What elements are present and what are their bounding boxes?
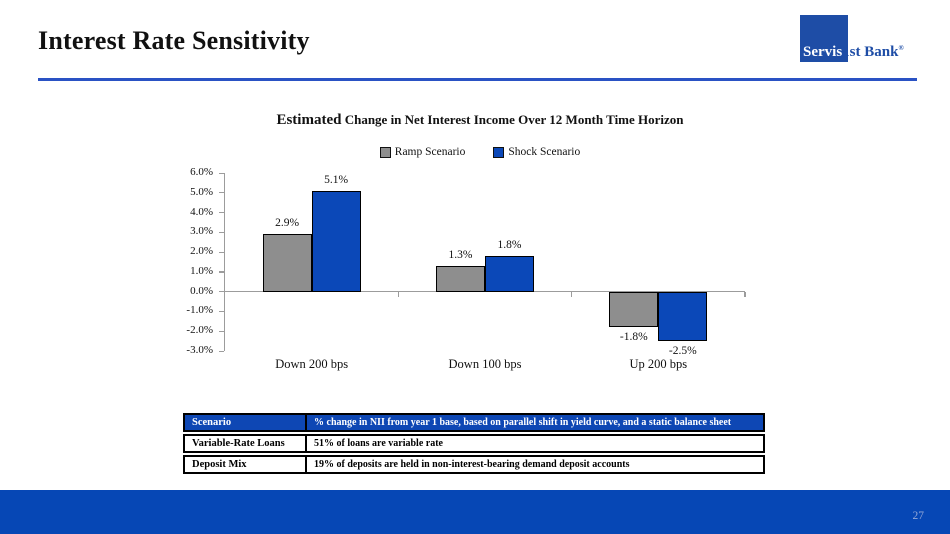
registered-mark-icon: ® — [898, 44, 904, 52]
chart-title-rest: Change in Net Interest Income Over 12 Mo… — [341, 112, 684, 127]
bar-value-label: -1.8% — [619, 331, 648, 344]
x-axis-line — [225, 290, 745, 293]
y-axis-tick — [218, 330, 224, 332]
logo-text: Servis1st Bank® — [803, 44, 904, 61]
table-row: Scenario % change in NII from year 1 base… — [183, 413, 765, 432]
bar-ramp-scenario — [436, 265, 485, 292]
y-axis-tick — [218, 271, 224, 273]
bar-value-label: -2.5% — [668, 345, 697, 358]
y-axis-tick — [218, 251, 224, 253]
servisfirst-bank-logo: Servis1st Bank® — [800, 15, 930, 63]
y-axis-tick-label: 2.0% — [190, 245, 213, 258]
y-axis-tick-label: -2.0% — [186, 324, 213, 337]
x-axis-tick — [744, 291, 746, 297]
table-cell-label: Variable-Rate Loans — [185, 436, 307, 451]
page-title: Interest Rate Sensitivity — [38, 26, 310, 55]
table-row: Deposit Mix 19% of deposits are held in n… — [183, 455, 765, 474]
y-axis-tick — [218, 172, 224, 174]
table-cell-label: Scenario — [185, 415, 307, 430]
page-number: 27 — [912, 510, 925, 522]
y-axis-tick — [218, 291, 224, 293]
bar-shock-scenario — [658, 291, 708, 342]
legend-label: Shock Scenario — [508, 146, 581, 158]
footer-bar: 27 — [0, 490, 950, 534]
table-row: Variable-Rate Loans 51% of loans are vari… — [183, 434, 765, 453]
y-axis-line — [223, 173, 225, 351]
category-label: Up 200 bps — [629, 357, 688, 371]
logo-text-1st-bank: 1st Bank — [842, 44, 899, 60]
bar-ramp-scenario — [609, 291, 659, 328]
y-axis-tick-label: 3.0% — [190, 225, 213, 238]
y-axis-tick-label: 6.0% — [190, 166, 213, 178]
y-axis-tick — [218, 310, 224, 313]
y-axis-tick — [218, 192, 224, 194]
bar-value-label: 2.9% — [275, 217, 300, 230]
legend-swatch-icon — [493, 146, 505, 158]
y-axis-tick-label: 5.0% — [190, 185, 213, 198]
category-label: Down 200 bps — [275, 357, 349, 371]
scenario-table: Scenario % change in NII from year 1 base… — [183, 413, 765, 476]
header-rule — [38, 78, 917, 81]
y-axis-tick-label: 4.0% — [190, 205, 213, 218]
bar-shock-scenario — [311, 190, 361, 292]
x-axis-tick — [570, 291, 573, 297]
y-axis-tick-label: -3.0% — [186, 344, 213, 356]
legend-label: Ramp Scenario — [394, 146, 466, 158]
chart-legend: Ramp Scenario Shock Scenario — [185, 146, 775, 158]
table-cell-value: % change in NII from year 1 base, based … — [314, 416, 732, 428]
bar-value-label: 5.1% — [324, 173, 349, 186]
bar-value-label: 1.3% — [448, 248, 473, 261]
bar-value-label: 1.8% — [497, 239, 522, 252]
table-cell-label: Deposit Mix — [185, 457, 307, 472]
category-label: Down 100 bps — [448, 357, 522, 371]
y-axis-tick-label: 0.0% — [190, 284, 213, 297]
table-cell-value: 51% of loans are variable rate — [314, 437, 443, 449]
y-axis-tick-label: -1.0% — [186, 304, 213, 317]
y-axis-tick-label: 1.0% — [190, 264, 213, 277]
legend-swatch-icon — [379, 146, 391, 158]
chart-title-emphasis: Estimated — [276, 112, 342, 128]
y-axis-tick — [218, 231, 224, 234]
legend-item: Ramp Scenario — [379, 146, 466, 158]
y-axis-tick — [218, 350, 224, 352]
logo-square-icon — [800, 15, 848, 62]
x-axis-tick — [397, 291, 400, 297]
bar-ramp-scenario — [262, 234, 312, 292]
chart-title: Estimated Change in Net Interest Income … — [185, 112, 775, 129]
y-axis-tick — [218, 212, 224, 214]
legend-item: Shock Scenario — [493, 146, 580, 158]
bar-shock-scenario — [485, 256, 534, 292]
table-cell-value: 19% of deposits are held in non-interest… — [314, 458, 630, 470]
logo-text-servis: Servis — [803, 44, 843, 60]
